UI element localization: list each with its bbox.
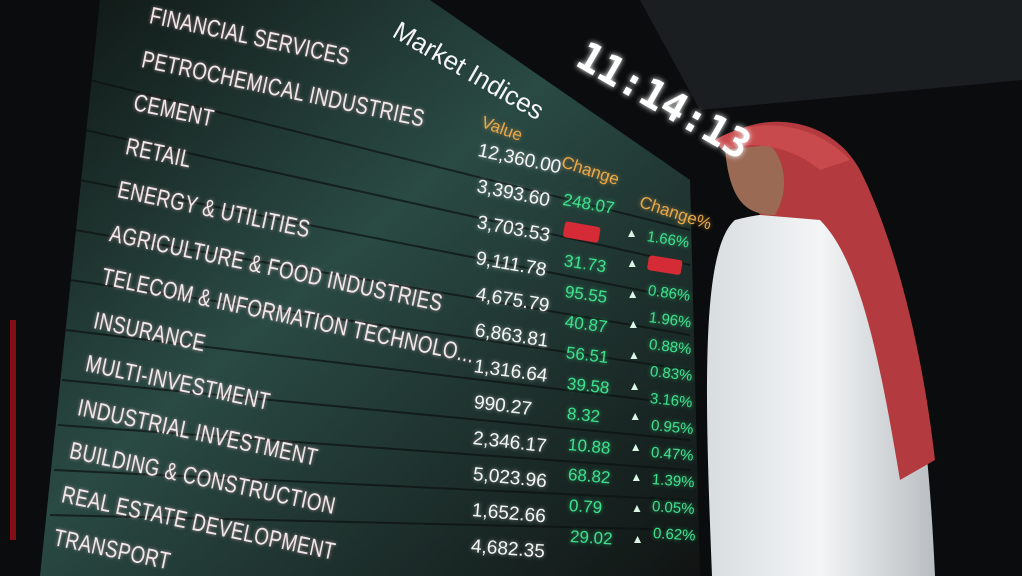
up-arrow-icon: ▲	[625, 225, 638, 240]
change-value: 10.88	[566, 434, 612, 458]
change-value: 95.55	[563, 281, 609, 307]
index-value: 1,652.66	[471, 500, 547, 528]
change-pct-value: 0.95%	[649, 417, 694, 439]
ceiling	[640, 0, 1022, 110]
change-pct-value: 1.39%	[650, 471, 695, 492]
sector-name: CEMENT	[131, 89, 217, 133]
up-arrow-icon: ▲	[630, 470, 643, 485]
change-pct-value: 1.96%	[647, 309, 692, 332]
change-pct-value: 3.16%	[649, 390, 694, 412]
change-pct-value: 0.47%	[650, 444, 695, 465]
change-value: 31.73	[562, 251, 608, 277]
up-arrow-icon: ▲	[629, 439, 642, 454]
index-value: 1,316.64	[473, 356, 550, 387]
up-arrow-icon: ▲	[628, 348, 640, 362]
index-value: 9,111.78	[474, 248, 549, 282]
change-pct-value: 0.83%	[648, 363, 693, 385]
display-screen	[40, 0, 700, 576]
red-light-strip	[10, 320, 16, 540]
up-arrow-icon: ▲	[631, 501, 643, 515]
change-value: 39.58	[565, 373, 610, 398]
change-value: 68.82	[567, 465, 612, 488]
change-value: 29.02	[569, 526, 613, 549]
change-value: 248.07	[561, 190, 616, 218]
change-pct-value: 0.86%	[646, 282, 692, 305]
header-change: Change	[559, 152, 622, 189]
change-value: 56.51	[564, 343, 610, 368]
change-pct-value: 0.05%	[651, 498, 696, 518]
change-value: 40.87	[564, 312, 609, 337]
sector-name: RETAIL	[123, 132, 194, 174]
sector-name: TRANSPORT	[51, 524, 173, 576]
change-pct-value: 0.88%	[647, 336, 693, 359]
up-arrow-icon: ▲	[626, 286, 639, 301]
index-value: 2,346.17	[472, 428, 548, 458]
index-value: 12,360.00	[475, 140, 563, 179]
up-arrow-icon: ▲	[627, 317, 640, 332]
index-value: 6,863.81	[473, 320, 550, 352]
sector-name: INSURANCE	[91, 306, 209, 357]
up-arrow-icon: ▲	[628, 378, 641, 393]
change-value-negative	[562, 220, 601, 243]
index-value: 5,023.96	[471, 464, 548, 493]
index-value: 990.27	[472, 392, 533, 421]
change-pct-value: 0.62%	[651, 525, 696, 545]
man-figure	[706, 121, 935, 576]
change-pct-value: 1.66%	[645, 228, 691, 252]
up-arrow-icon: ▲	[626, 256, 639, 271]
change-pct-negative	[646, 255, 683, 276]
index-value: 4,675.79	[473, 284, 551, 317]
index-value: 3,393.60	[475, 176, 553, 212]
clock: 11:14:13	[568, 33, 759, 170]
up-arrow-icon: ▲	[629, 409, 642, 424]
change-value: 8.32	[566, 404, 602, 427]
change-value: 0.79	[568, 496, 603, 518]
index-value: 4,682.35	[470, 536, 546, 563]
index-value: 3,703.53	[474, 212, 552, 247]
up-arrow-icon: ▲	[631, 531, 644, 546]
